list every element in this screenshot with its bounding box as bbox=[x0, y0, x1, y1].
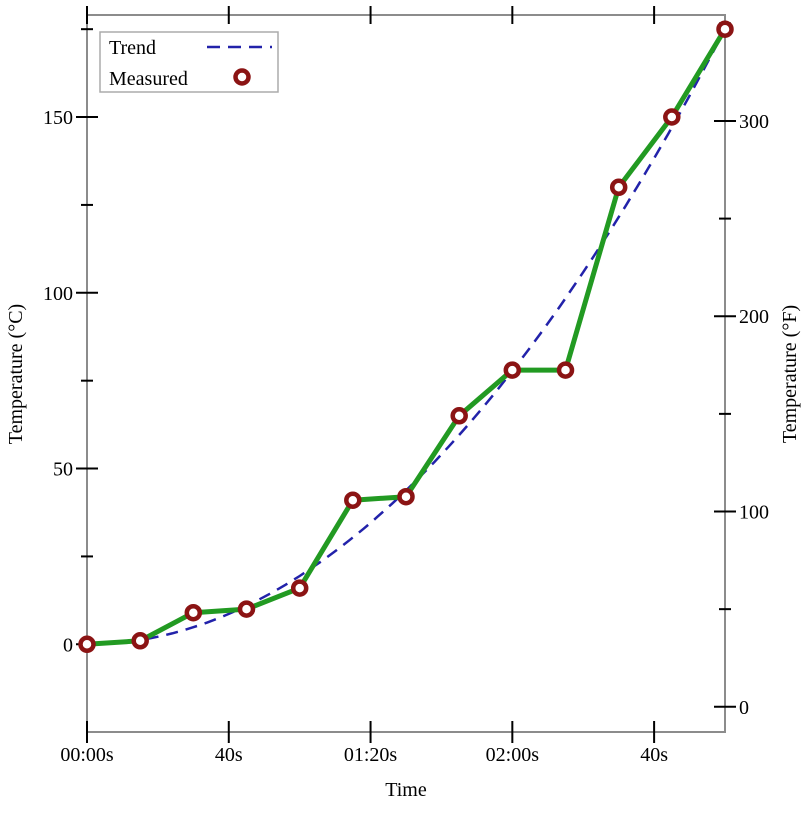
measured-point-marker bbox=[503, 361, 522, 379]
x-tick-label: 01:20s bbox=[344, 744, 398, 766]
measured-point-marker bbox=[78, 635, 96, 654]
legend-label-trend: Trend bbox=[109, 37, 156, 59]
left-y-axis-title: Temperature (°C) bbox=[5, 304, 27, 444]
measured-point-marker bbox=[344, 491, 362, 509]
x-tick-label: 02:00s bbox=[486, 744, 540, 766]
measured-line bbox=[84, 26, 728, 647]
left-y-tick-label: 50 bbox=[53, 459, 73, 481]
x-tick-label: 40s bbox=[640, 744, 668, 766]
x-tick-label: 40s bbox=[215, 744, 243, 766]
measured-point-marker bbox=[290, 579, 309, 597]
measured-point-marker bbox=[663, 108, 681, 126]
legend: Trend Measured bbox=[99, 31, 279, 93]
left-y-tick-label: 0 bbox=[63, 634, 73, 656]
right-y-tick-label: 300 bbox=[739, 111, 769, 133]
measured-points bbox=[78, 20, 734, 654]
x-tick-label: 00:00s bbox=[60, 744, 114, 766]
measured-point-marker bbox=[131, 632, 149, 650]
measured-point-marker bbox=[556, 361, 575, 379]
legend-measured-sample-marker bbox=[233, 68, 251, 86]
right-y-tick-label: 200 bbox=[739, 306, 769, 328]
measured-point-marker bbox=[609, 178, 628, 197]
right-y-axis-title: Temperature (°F) bbox=[779, 305, 801, 443]
left-y-tick-label: 150 bbox=[43, 107, 73, 129]
data-series-layer bbox=[78, 20, 734, 654]
x-axis-title: Time bbox=[385, 779, 427, 801]
measured-point-marker bbox=[397, 487, 415, 506]
plot-frame bbox=[86, 14, 726, 733]
legend-label-measured: Measured bbox=[109, 68, 188, 90]
measured-point-marker bbox=[450, 407, 468, 425]
left-y-tick-label: 100 bbox=[43, 283, 73, 305]
right-y-tick-label: 100 bbox=[739, 502, 769, 524]
measured-point-marker bbox=[716, 20, 734, 38]
measured-point-marker bbox=[237, 600, 256, 618]
trend-line bbox=[86, 28, 727, 646]
measured-point-marker bbox=[184, 603, 203, 622]
axis-tick-labels: 00:00s 40s 01:20s 02:00s 40s 0 50 100 150 0 100 200… bbox=[43, 107, 769, 766]
right-y-tick-label: 0 bbox=[739, 697, 749, 719]
